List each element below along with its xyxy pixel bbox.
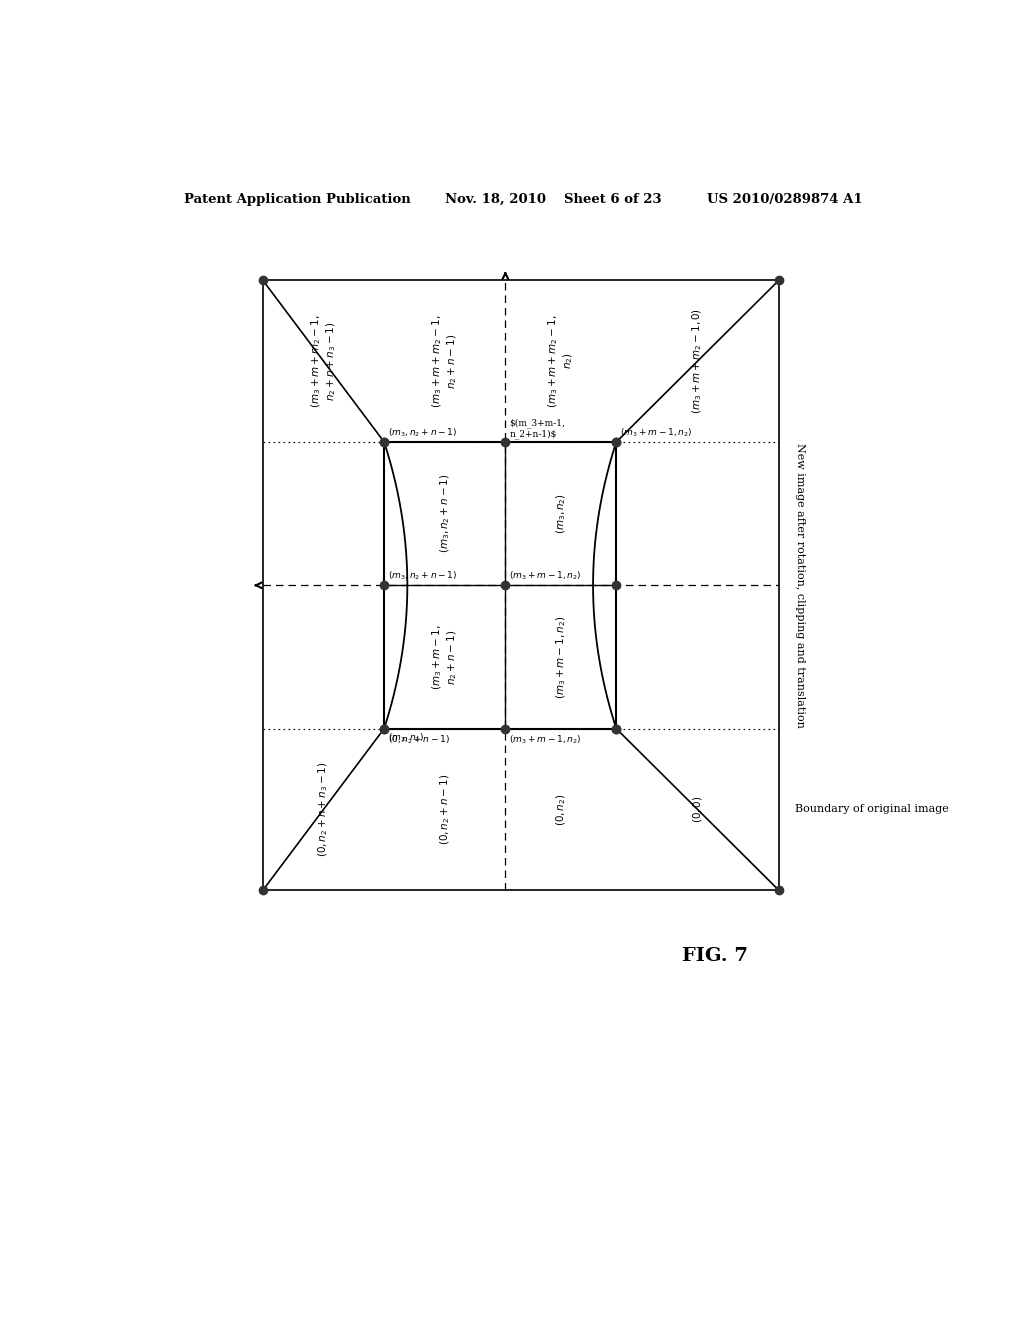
Text: $(0,n_2)$: $(0,n_2)$: [554, 793, 567, 826]
Text: Boundary of original image: Boundary of original image: [795, 804, 948, 814]
Text: $(m_3+m+m_2-1,$
$n_2)$: $(m_3+m+m_2-1,$ $n_2)$: [546, 314, 575, 408]
Text: $(m_3+m-1, n_2)$: $(m_3+m-1, n_2)$: [509, 734, 582, 746]
Text: $(m_3+m-1,
n_2+n-1)$: $(m_3+m-1, n_2+n-1)$: [509, 418, 565, 440]
Text: $(m_3+m+m_2-1, 0)$: $(m_3+m+m_2-1, 0)$: [691, 308, 705, 414]
Text: Sheet 6 of 23: Sheet 6 of 23: [564, 193, 663, 206]
Text: $(0, 0)$: $(0, 0)$: [691, 796, 705, 824]
Text: FIG. 7: FIG. 7: [682, 948, 749, 965]
Text: $(0,n_2+n-1)$: $(0,n_2+n-1)$: [388, 734, 451, 746]
Text: $(m_3+m+m_2-1,$
$n_2+n+n_3-1)$: $(m_3+m+m_2-1,$ $n_2+n+n_3-1)$: [309, 314, 338, 408]
Text: New image after rotation, clipping and translation: New image after rotation, clipping and t…: [795, 442, 805, 727]
Bar: [263, 280, 778, 890]
Text: $(0,n_2+n-1)$: $(0,n_2+n-1)$: [438, 774, 452, 845]
Text: $(m_3+m+m_2-1,$
$n_2+n-1)$: $(m_3+m+m_2-1,$ $n_2+n-1)$: [430, 314, 460, 408]
Text: $(m_3, n_2)$: $(m_3, n_2)$: [388, 731, 424, 744]
Text: $(m_3+m-1, n_2)$: $(m_3+m-1, n_2)$: [554, 615, 567, 698]
Text: $(m_3+m-1, n_2)$: $(m_3+m-1, n_2)$: [621, 426, 692, 440]
Text: Nov. 18, 2010: Nov. 18, 2010: [445, 193, 547, 206]
Text: $(m_3+m-1, n_2)$: $(m_3+m-1, n_2)$: [509, 570, 582, 582]
Text: $(m_3, n_2+n-1)$: $(m_3, n_2+n-1)$: [388, 570, 458, 582]
Text: $(0,n_2+n+n_3-1)$: $(0,n_2+n+n_3-1)$: [316, 762, 331, 857]
Text: US 2010/0289874 A1: US 2010/0289874 A1: [708, 193, 863, 206]
Bar: [384, 442, 616, 729]
Text: $(m_3+m-1,$
$n_2+n-1)$: $(m_3+m-1,$ $n_2+n-1)$: [430, 624, 460, 690]
Text: $(m_3,n_2)$: $(m_3,n_2)$: [554, 494, 567, 535]
Text: Patent Application Publication: Patent Application Publication: [183, 193, 411, 206]
Text: $(m_3, n_2+n-1)$: $(m_3, n_2+n-1)$: [388, 426, 458, 440]
Text: $(m_3, n_2+n-1)$: $(m_3, n_2+n-1)$: [438, 474, 452, 553]
